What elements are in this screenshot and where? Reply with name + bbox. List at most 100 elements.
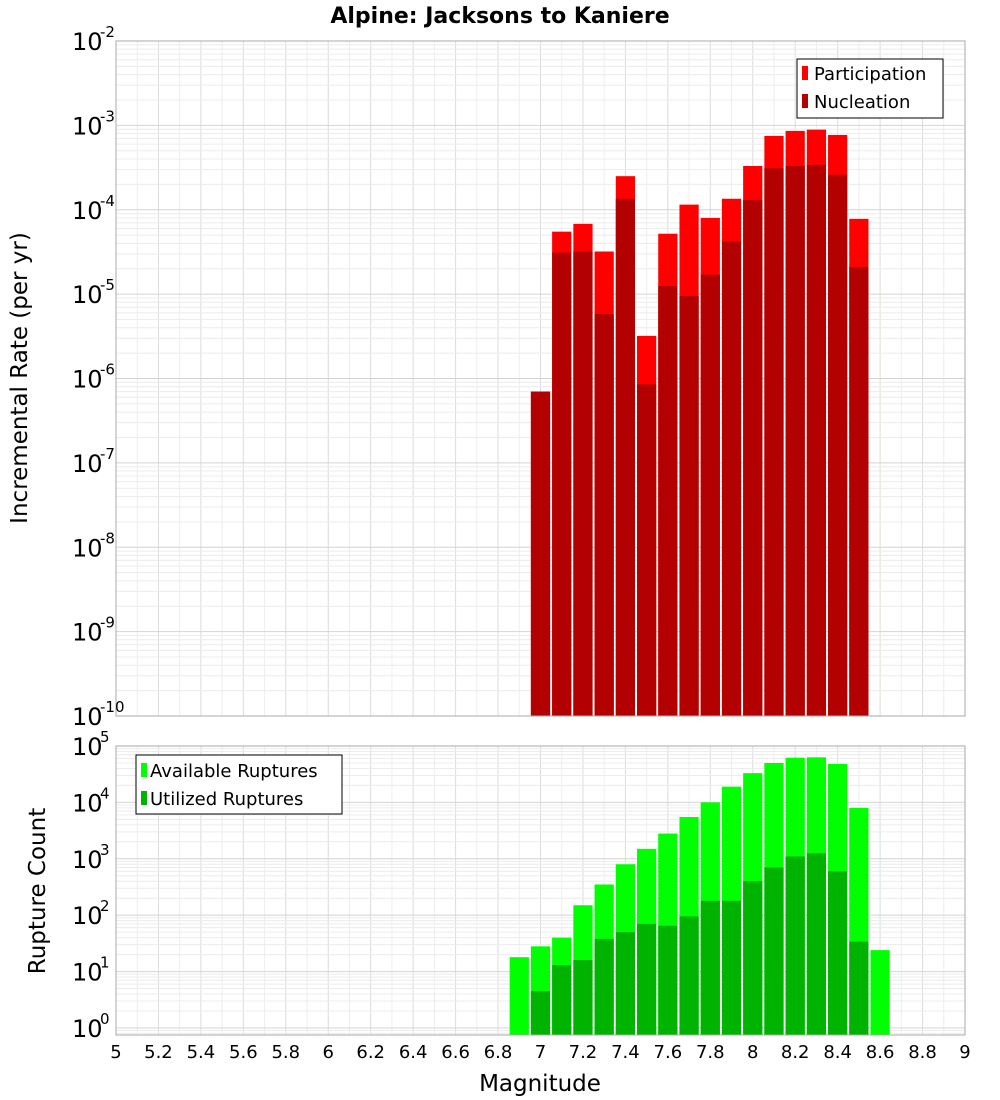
count-y-tick-label: 100 <box>72 1010 110 1043</box>
count-legend-box <box>135 754 343 815</box>
count-legend: Available Ruptures Utilized Ruptures <box>135 754 343 815</box>
rate-y-tick-base: 10 <box>72 197 103 225</box>
utilized-ruptures-bar <box>764 867 784 1035</box>
nucleation-bar <box>594 314 614 716</box>
available-ruptures-bar <box>870 950 890 1035</box>
count-y-tick-exponent: 1 <box>100 954 110 972</box>
nucleation-legend-label: Nucleation <box>814 92 910 113</box>
x-tick-label: 5.2 <box>144 1042 173 1063</box>
rate-y-tick-label: 10-7 <box>72 445 115 478</box>
count-y-tick-base: 10 <box>72 902 103 930</box>
rate-y-tick-label: 10-3 <box>72 107 115 140</box>
x-tick-label: 7.4 <box>611 1042 640 1063</box>
nucleation-bar <box>806 164 827 716</box>
utilized-ruptures-bar <box>573 960 593 1035</box>
x-tick-label: 6.2 <box>356 1042 385 1063</box>
nucleation-bar <box>658 285 678 716</box>
utilized-legend-swatch <box>141 791 147 805</box>
nucleation-bar <box>615 198 636 717</box>
count-y-tick-base: 10 <box>72 959 103 987</box>
rate-y-tick-exponent: -7 <box>100 445 115 463</box>
utilized-legend-label: Utilized Ruptures <box>150 789 303 810</box>
x-tick-label: 6 <box>323 1042 334 1063</box>
utilized-ruptures-bar <box>849 941 869 1035</box>
rate-y-tick-base: 10 <box>72 112 103 140</box>
x-tick-label: 8.6 <box>866 1042 895 1063</box>
count-y-tick-base: 10 <box>72 789 103 817</box>
x-tick-label: 7 <box>535 1042 546 1063</box>
nucleation-bar <box>764 168 784 716</box>
x-tick-label: 6.4 <box>399 1042 428 1063</box>
nucleation-bar <box>679 296 699 716</box>
nucleation-bar <box>721 241 742 717</box>
count-y-tick-base: 10 <box>72 846 103 874</box>
rate-y-tick-label: 10-4 <box>72 192 115 225</box>
x-tick-label: 8 <box>747 1042 758 1063</box>
rate-y-tick-label: 10-9 <box>72 614 115 647</box>
nucleation-bar <box>573 251 593 716</box>
x-tick-label: 8.4 <box>823 1042 852 1063</box>
rate-y-tick-exponent: -10 <box>100 698 125 716</box>
rate-y-tick-exponent: -2 <box>100 23 115 41</box>
count-y-tick-exponent: 4 <box>100 784 110 802</box>
x-axis-ticks: 5 5.2 5.4 5.6 5.8 6 6.2 6.4 6.6 6.8 7 7.2 7.4 7.6 7.8 8… <box>110 1042 970 1063</box>
x-tick-label: 9 <box>959 1042 970 1063</box>
rate-y-tick-label: 10-10 <box>72 698 125 731</box>
x-tick-label: 7.8 <box>696 1042 725 1063</box>
nucleation-bar <box>637 384 657 716</box>
x-tick-label: 6.6 <box>441 1042 470 1063</box>
utilized-ruptures-bar <box>806 853 827 1035</box>
x-tick-label: 5 <box>110 1042 121 1063</box>
nucleation-bar <box>828 174 848 716</box>
utilized-ruptures-bar <box>700 900 720 1035</box>
rate-y-tick-exponent: -6 <box>100 361 115 379</box>
x-tick-label: 7.6 <box>654 1042 683 1063</box>
count-y-axis-label: Rupture Count <box>25 808 51 974</box>
nucleation-bar <box>552 252 572 716</box>
nucleation-bar <box>849 266 869 716</box>
utilized-ruptures-bar <box>530 991 551 1035</box>
available-legend-swatch <box>141 763 147 777</box>
x-tick-label: 7.2 <box>569 1042 598 1063</box>
rate-y-tick-label: 10-8 <box>72 529 115 562</box>
rate-y-tick-base: 10 <box>72 366 103 394</box>
rate-y-axis-label: Incremental Rate (per yr) <box>7 232 33 524</box>
utilized-ruptures-bar <box>743 881 763 1035</box>
rate-legend-box <box>796 58 944 119</box>
participation-legend-swatch <box>802 66 808 80</box>
utilized-ruptures-bar <box>615 932 636 1035</box>
rate-legend: Participation Nucleation <box>796 58 944 119</box>
count-y-tick-label: 102 <box>72 897 110 930</box>
utilized-ruptures-bar <box>679 916 699 1035</box>
participation-legend-label: Participation <box>814 64 926 85</box>
x-tick-label: 5.4 <box>187 1042 216 1063</box>
utilized-ruptures-bar <box>658 925 678 1035</box>
nucleation-legend-swatch <box>802 94 808 108</box>
utilized-ruptures-bar <box>637 923 657 1035</box>
rate-y-tick-label: 10-5 <box>72 276 115 309</box>
count-y-tick-label: 101 <box>72 954 110 987</box>
rate-y-tick-label: 10-6 <box>72 361 115 394</box>
x-tick-label: 5.8 <box>271 1042 300 1063</box>
rate-y-tick-base: 10 <box>72 619 103 647</box>
count-y-tick-exponent: 3 <box>100 841 110 859</box>
rate-y-tick-base: 10 <box>72 703 103 731</box>
rate-y-tick-exponent: -8 <box>100 529 115 547</box>
count-y-tick-label: 103 <box>72 841 110 874</box>
nucleation-bar <box>743 200 763 716</box>
rate-y-tick-label: 10-2 <box>72 23 115 56</box>
rate-y-tick-base: 10 <box>72 534 103 562</box>
rate-y-tick-exponent: -4 <box>100 192 115 210</box>
count-y-tick-exponent: 2 <box>100 897 110 915</box>
utilized-ruptures-bar <box>721 900 742 1035</box>
rate-bars <box>530 129 869 717</box>
count-bars <box>509 757 890 1035</box>
nucleation-bar <box>530 391 551 716</box>
chart-title: Alpine: Jacksons to Kaniere <box>330 4 669 29</box>
utilized-ruptures-bar <box>552 965 572 1035</box>
